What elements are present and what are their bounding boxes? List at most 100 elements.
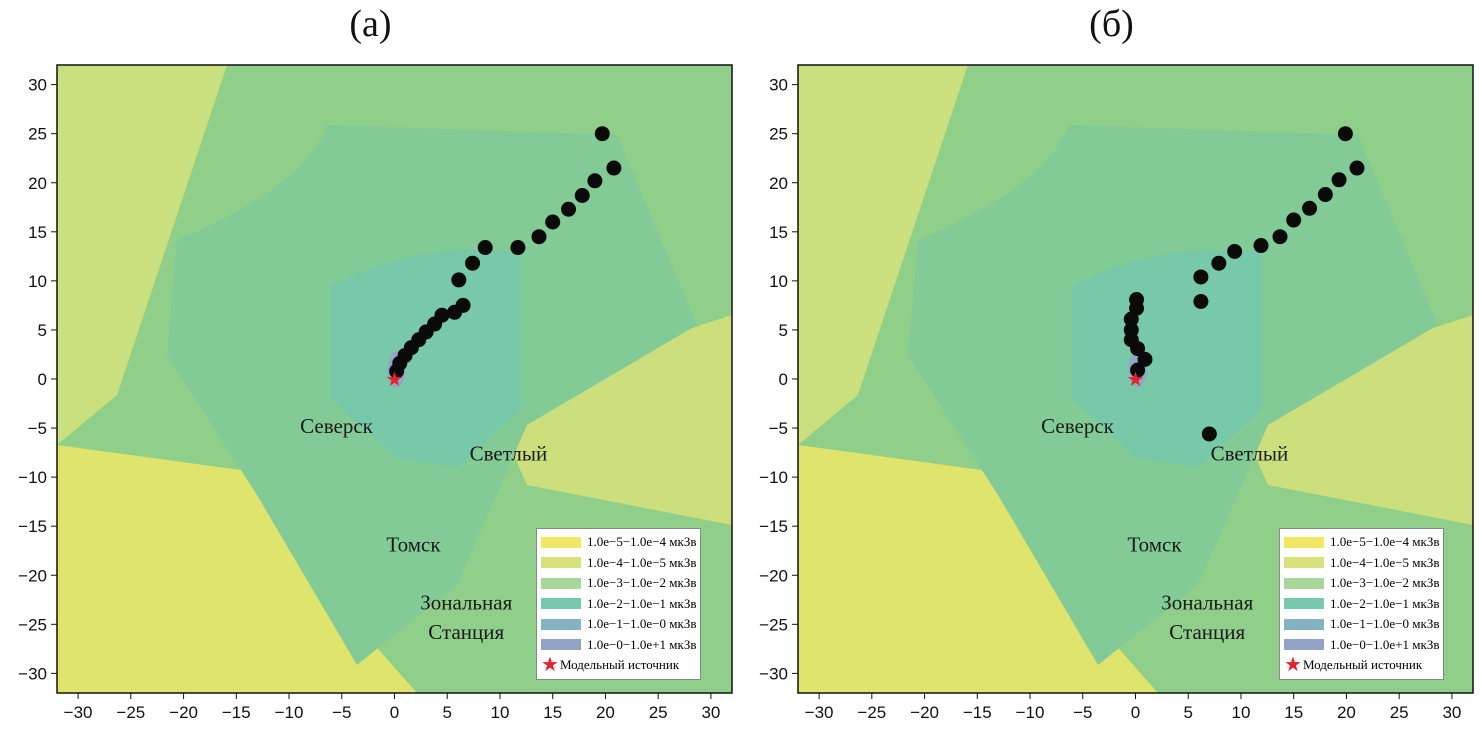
legend-swatch [1284, 577, 1324, 589]
measurement-point [1201, 426, 1217, 442]
x-tick-label: −25 [116, 703, 145, 722]
town-label: Светлый [470, 441, 548, 465]
town-label: Томск [386, 533, 441, 557]
legend-label: 1.0e−3−1.0e−2 мкЗв [587, 575, 697, 590]
zone-low-east [487, 315, 732, 525]
legend-label: 1.0e−3−1.0e−2 мкЗв [1330, 575, 1440, 590]
y-tick-label: −5 [769, 419, 788, 438]
x-tick-label: −25 [857, 703, 886, 722]
legend-label: 1.0e−5−1.0e−4 мкЗв [587, 534, 697, 549]
measurement-point [1302, 200, 1318, 216]
measurement-point [561, 201, 577, 217]
y-tick-label: −30 [759, 664, 788, 683]
y-tick-label: 25 [28, 125, 47, 144]
measurement-point [1211, 255, 1227, 271]
y-tick-label: 15 [28, 223, 47, 242]
x-tick-label: −10 [1016, 703, 1045, 722]
source-star-icon: ★ [1127, 369, 1145, 391]
legend-item: 1.0e−0−1.0e+1 мкЗв [1284, 635, 1439, 656]
town-label: Зональная [1161, 591, 1253, 615]
legend-item: 1.0e−3−1.0e−2 мкЗв [1284, 573, 1439, 594]
y-tick-label: 0 [779, 370, 788, 389]
measurement-point [1130, 341, 1146, 357]
legend-swatch [1284, 618, 1324, 630]
legend-item: 1.0e−5−1.0e−4 мкЗв [1284, 532, 1439, 553]
x-tick-label: −5 [1073, 703, 1092, 722]
town-label: Северск [1041, 414, 1115, 438]
measurement-point [477, 240, 493, 256]
x-tick-label: −10 [275, 703, 304, 722]
source-star-icon: ★ [386, 369, 404, 391]
measurement-point [389, 363, 405, 379]
legend-label: 1.0e−4−1.0e−5 мкЗв [587, 554, 697, 570]
measurement-point [574, 188, 590, 204]
x-tick-label: 0 [1131, 703, 1140, 722]
legend-item: 1.0e−1−1.0e−0 мкЗв [1284, 614, 1439, 635]
legend-label: 1.0e−5−1.0e−4 мкЗв [1330, 534, 1440, 549]
town-label: Светлый [1211, 441, 1289, 465]
x-tick-label: −30 [64, 703, 93, 722]
star-icon: ★ [541, 654, 559, 677]
y-tick-label: 20 [769, 174, 788, 193]
x-tick-label: −5 [332, 703, 351, 722]
panel-title: (а) [349, 3, 392, 45]
legend-item: 1.0e−3−1.0e−2 мкЗв [541, 573, 696, 594]
legend-swatch [541, 639, 581, 651]
measurement-point [1193, 269, 1209, 285]
legend-item-source: ★ Модельный источник [1284, 655, 1439, 676]
y-tick-label: −15 [18, 517, 47, 536]
measurement-point [1317, 187, 1333, 203]
y-tick-label: 15 [769, 223, 788, 242]
y-tick-label: 30 [769, 76, 788, 95]
town-label: Томск [1127, 533, 1182, 557]
town-label: Зональная [420, 591, 512, 615]
legend-item: 1.0e−2−1.0e−1 мкЗв [541, 594, 696, 615]
y-tick-label: 10 [28, 272, 47, 291]
map-a: −30 −30 −25 −25 −20 −20 −15 −15 −10 −10 −5 −5 0 0 5 5 10… [18, 64, 733, 722]
star-icon: ★ [1284, 654, 1302, 677]
y-tick-label: 5 [779, 321, 788, 340]
panel-a: (а) −30 −30 −25 −25 −20 −20 −15 −15 −10 −10 −5 −5 0 0… [18, 3, 733, 722]
legend-swatch [541, 598, 581, 610]
y-tick-label: 10 [769, 272, 788, 291]
town-label: Станция [1169, 620, 1245, 644]
measurement-point [451, 272, 467, 288]
x-tick-label: 30 [701, 703, 720, 722]
y-tick-label: −15 [759, 517, 788, 536]
legend-item: 1.0e−4−1.0e−5 мкЗв [1284, 553, 1439, 574]
measurement-point [1227, 243, 1243, 259]
x-tick-label: −20 [169, 703, 198, 722]
legend-label: Модельный источник [559, 657, 680, 672]
y-tick-label: −25 [18, 615, 47, 634]
x-tick-label: 25 [649, 703, 668, 722]
measurement-point [1349, 160, 1365, 176]
y-tick-label: −5 [28, 419, 47, 438]
legend-label: 1.0e−0−1.0e+1 мкЗв [587, 636, 697, 652]
measurement-point [1193, 293, 1209, 309]
legend-label: Модельный источник [1302, 657, 1423, 672]
y-tick-label: 20 [28, 174, 47, 193]
legend-item: 1.0e−1−1.0e−0 мкЗв [541, 614, 696, 635]
y-tick-label: −25 [759, 615, 788, 634]
x-tick-label: −30 [805, 703, 834, 722]
legend: 1.0e−5−1.0e−4 мкЗв 1.0e−4−1.0e−5 мкЗв 1.0e… [536, 528, 702, 680]
legend-swatch [1284, 639, 1324, 651]
measurement-point [531, 229, 547, 245]
x-tick-label: 30 [1442, 703, 1461, 722]
y-tick-label: −20 [18, 566, 47, 585]
legend-swatch [1284, 536, 1324, 548]
x-tick-label: 5 [1184, 703, 1193, 722]
zone-low [57, 65, 227, 445]
x-tick-label: −15 [222, 703, 251, 722]
x-tick-label: 5 [443, 703, 452, 722]
measurement-point [1286, 212, 1302, 228]
x-tick-label: 20 [596, 703, 615, 722]
measurement-point [447, 304, 463, 320]
measurement-point [545, 214, 561, 230]
legend-swatch [541, 536, 581, 548]
measurement-point [1331, 172, 1347, 188]
y-tick-label: 5 [38, 321, 47, 340]
legend-label: 1.0e−0−1.0e+1 мкЗв [1330, 636, 1440, 652]
legend-swatch [541, 557, 581, 569]
x-tick-label: 20 [1337, 703, 1356, 722]
